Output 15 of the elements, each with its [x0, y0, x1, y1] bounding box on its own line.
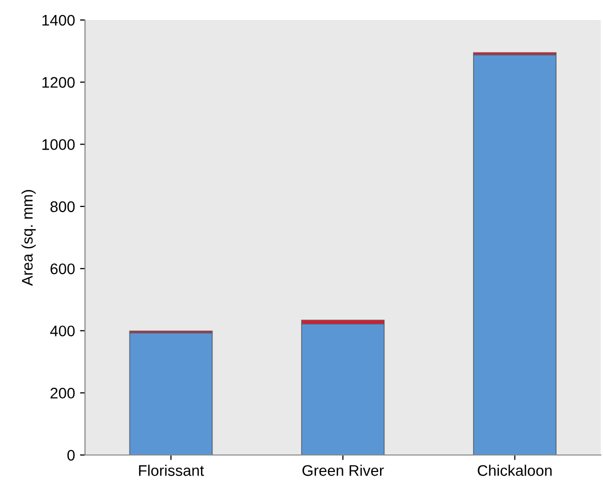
bar [301, 323, 385, 455]
y-tick-label: 1400 [42, 14, 75, 26]
y-axis-title: Area (sq. mm) [21, 190, 36, 286]
y-tick-label: 200 [50, 388, 75, 399]
y-tick-label: 1200 [42, 77, 75, 88]
x-tick-label: Green River [302, 464, 384, 476]
y-tick-label: 0 [67, 450, 75, 461]
y-tick-label: 1000 [42, 139, 75, 150]
bar [129, 332, 213, 455]
y-tick-label: 800 [50, 201, 75, 212]
x-tick-label: Florissant [139, 464, 204, 476]
y-tick-label: 400 [50, 326, 75, 336]
x-tick-label: Chickaloon [478, 464, 552, 476]
y-tick-label: 600 [50, 263, 75, 274]
bar [473, 54, 556, 455]
